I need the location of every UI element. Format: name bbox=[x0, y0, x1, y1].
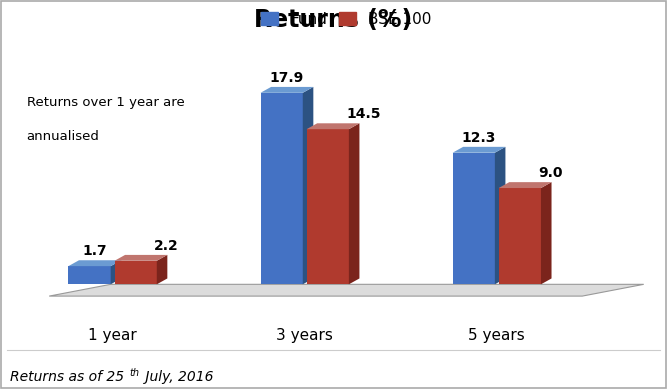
Polygon shape bbox=[453, 153, 495, 284]
Polygon shape bbox=[69, 266, 111, 284]
Polygon shape bbox=[453, 147, 506, 153]
Polygon shape bbox=[261, 93, 303, 284]
Polygon shape bbox=[69, 260, 121, 266]
Text: th: th bbox=[129, 368, 139, 378]
Polygon shape bbox=[307, 129, 349, 284]
Text: July, 2016: July, 2016 bbox=[141, 370, 213, 384]
Polygon shape bbox=[111, 260, 121, 284]
Polygon shape bbox=[307, 123, 360, 129]
Polygon shape bbox=[349, 123, 360, 284]
Polygon shape bbox=[157, 255, 167, 284]
Polygon shape bbox=[261, 87, 313, 93]
Polygon shape bbox=[495, 147, 506, 284]
Polygon shape bbox=[303, 87, 313, 284]
Text: 14.5: 14.5 bbox=[346, 107, 380, 121]
Polygon shape bbox=[115, 255, 167, 261]
Text: 2.2: 2.2 bbox=[154, 239, 179, 253]
Text: Returns as of 25: Returns as of 25 bbox=[10, 370, 124, 384]
Polygon shape bbox=[499, 182, 552, 188]
Text: 17.9: 17.9 bbox=[269, 71, 304, 85]
Legend: Fund, BSE 100: Fund, BSE 100 bbox=[261, 12, 432, 27]
Text: 1.7: 1.7 bbox=[83, 244, 107, 258]
Text: 12.3: 12.3 bbox=[462, 131, 496, 145]
Polygon shape bbox=[115, 261, 157, 284]
Text: annualised: annualised bbox=[27, 130, 99, 143]
Title: Returns (%): Returns (%) bbox=[254, 8, 413, 32]
Text: Returns over 1 year are: Returns over 1 year are bbox=[27, 96, 184, 109]
Polygon shape bbox=[541, 182, 552, 284]
Polygon shape bbox=[49, 284, 644, 296]
Text: 9.0: 9.0 bbox=[538, 166, 562, 180]
Polygon shape bbox=[499, 188, 541, 284]
